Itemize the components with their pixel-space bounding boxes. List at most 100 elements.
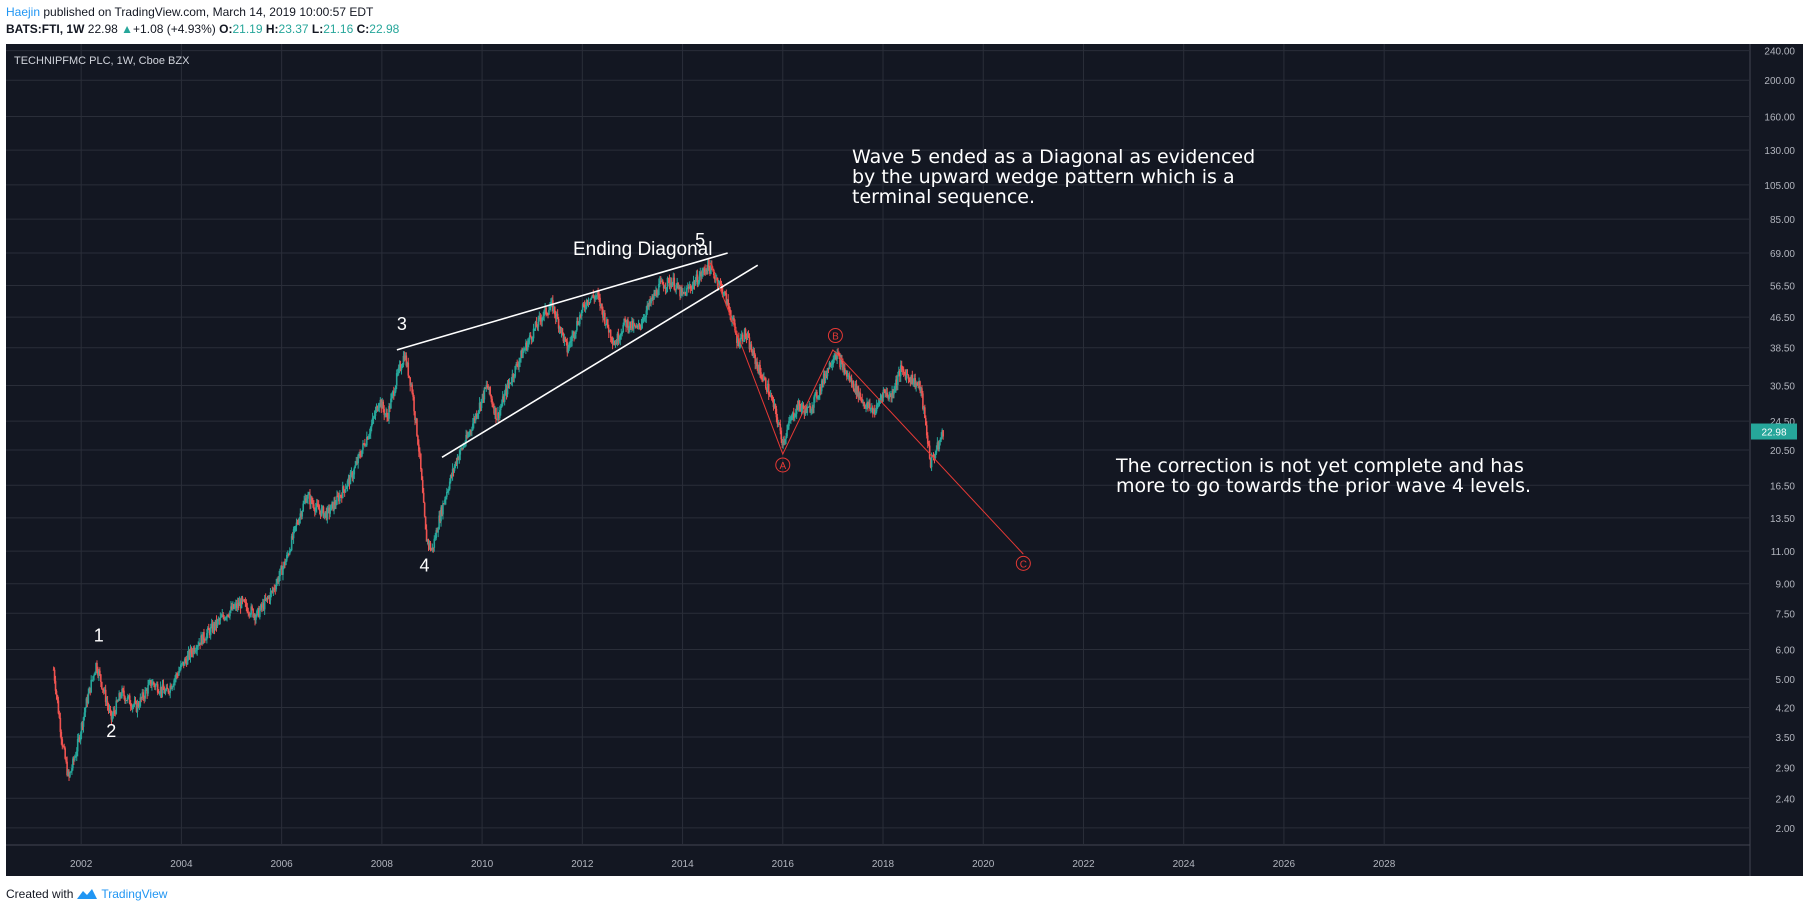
candle-body xyxy=(384,413,386,415)
candle-body xyxy=(422,492,425,503)
candle-body xyxy=(488,386,491,390)
candle-body xyxy=(502,396,505,403)
candle-body xyxy=(129,704,132,707)
candle-body xyxy=(473,418,476,421)
candle-body xyxy=(424,516,427,530)
candle-body xyxy=(218,619,221,621)
candle-body xyxy=(463,445,465,447)
candle-body xyxy=(139,697,142,707)
candle-body xyxy=(142,692,145,698)
candle-body xyxy=(667,277,670,280)
candle-body xyxy=(666,277,669,288)
candle-body xyxy=(867,402,869,408)
candle-body xyxy=(426,539,429,542)
candle-body xyxy=(434,538,437,540)
candle-body xyxy=(109,709,112,711)
candle-body xyxy=(919,381,921,391)
candle-body xyxy=(431,547,434,550)
candle-body xyxy=(868,403,870,408)
candle-body xyxy=(552,306,555,312)
candle-body xyxy=(942,430,944,437)
candle-body xyxy=(336,495,338,505)
candle-body xyxy=(433,538,436,548)
ending-diagonal-label: Ending Diagonal xyxy=(573,239,712,260)
candle-body xyxy=(242,599,245,601)
candle-body xyxy=(361,449,363,457)
wedge-upper-line xyxy=(396,252,728,351)
x-tick-label: 2024 xyxy=(1173,859,1196,870)
candle-body xyxy=(564,337,567,340)
candle-body xyxy=(372,416,375,419)
candle-body xyxy=(605,324,607,326)
candle-body xyxy=(924,407,926,419)
candle-body xyxy=(469,430,471,435)
candle-body xyxy=(910,374,913,383)
candle-body xyxy=(228,615,230,617)
candle-body xyxy=(400,367,403,370)
tradingview-brand[interactable]: TradingView xyxy=(101,887,168,901)
candle-body xyxy=(898,370,901,377)
candle-body xyxy=(583,305,586,308)
candle-body xyxy=(215,619,218,627)
candle-body xyxy=(201,635,203,645)
note-correction-line: The correction is not yet complete and h… xyxy=(1115,455,1524,477)
candle-body xyxy=(566,342,569,353)
author-link[interactable]: Haejin xyxy=(6,5,41,19)
time-axis[interactable] xyxy=(6,845,1750,876)
candle-body xyxy=(850,378,853,384)
wave-circle-A xyxy=(775,457,791,473)
candle-body xyxy=(503,393,506,403)
candle-body xyxy=(67,771,69,776)
candle-body xyxy=(334,501,336,505)
candle-body xyxy=(438,515,440,530)
candle-body xyxy=(607,327,610,333)
abc-correction-path xyxy=(709,262,1024,555)
candle-body xyxy=(262,603,265,610)
candle-body xyxy=(782,440,784,446)
candle-body xyxy=(675,285,677,290)
candle-body xyxy=(249,614,252,616)
candle-body xyxy=(110,710,113,720)
candle-body xyxy=(887,396,890,399)
price-axis[interactable] xyxy=(1750,44,1803,876)
y-tick-label: 2.90 xyxy=(1776,764,1796,775)
candle-body xyxy=(796,405,799,410)
candle-body xyxy=(68,771,70,777)
candle-body xyxy=(538,316,541,318)
y-tick-label: 46.50 xyxy=(1770,313,1795,324)
candle-body xyxy=(800,407,803,411)
candle-body xyxy=(530,336,533,340)
candle-body xyxy=(391,394,393,399)
candle-body xyxy=(725,293,728,305)
candle-body xyxy=(529,335,532,337)
candle-body xyxy=(85,698,88,708)
candle-body xyxy=(691,284,694,290)
candle-body xyxy=(283,561,285,568)
candle-body xyxy=(622,324,624,333)
candle-body xyxy=(345,486,348,489)
candle-body xyxy=(658,283,660,295)
candle-body xyxy=(497,412,499,421)
candle-body xyxy=(930,456,933,468)
candle-body xyxy=(515,363,518,366)
candle-body xyxy=(482,394,485,400)
candle-body xyxy=(220,616,223,618)
candle-body xyxy=(169,685,172,693)
x-tick-label: 2006 xyxy=(271,859,294,870)
candle-body xyxy=(723,291,726,295)
candle-body xyxy=(208,630,211,636)
candle-body xyxy=(358,454,360,456)
candle-body xyxy=(459,448,462,455)
candle-body xyxy=(269,592,272,601)
candle-body xyxy=(390,398,392,409)
candle-body xyxy=(100,681,103,689)
candle-body xyxy=(346,480,349,487)
candle-body xyxy=(680,288,682,297)
candle-body xyxy=(601,303,603,310)
candle-body xyxy=(325,511,328,520)
candle-body xyxy=(300,513,303,517)
candle-body xyxy=(374,409,377,416)
candle-body xyxy=(632,321,634,329)
candle-body xyxy=(784,438,786,443)
